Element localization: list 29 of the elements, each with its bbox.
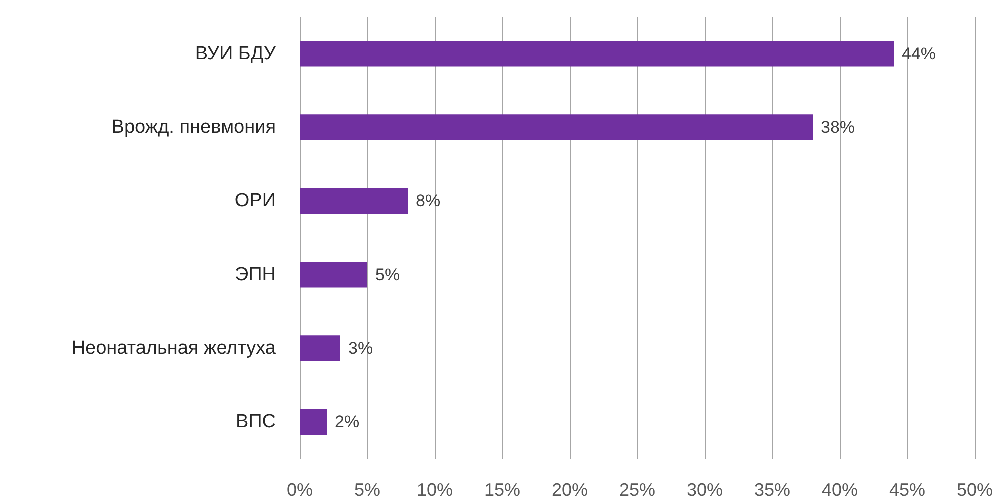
bar [300, 336, 340, 362]
y-tick-label: Врожд. пневмония [112, 117, 276, 138]
y-tick-label: ВПС [236, 412, 276, 433]
x-tick-label: 40% [822, 480, 858, 499]
x-tick-label: 5% [354, 480, 381, 499]
y-tick-label: ВУИ БДУ [195, 43, 277, 64]
x-tick-label: 0% [286, 480, 314, 499]
data-label: 44% [902, 44, 936, 64]
bar [300, 188, 408, 214]
bar [300, 114, 813, 140]
x-tick-label: 45% [889, 480, 926, 499]
data-label: 8% [416, 192, 441, 211]
bar [300, 262, 368, 288]
x-tick-label: 35% [754, 480, 791, 499]
x-tick-label: 25% [619, 480, 656, 499]
x-tick-label: 50% [956, 480, 994, 499]
data-label: 5% [376, 265, 400, 284]
x-tick-label: 30% [686, 480, 724, 499]
bar [300, 409, 327, 436]
y-tick-label: ОРИ [234, 190, 276, 212]
x-tick-label: 10% [416, 480, 454, 499]
bar [300, 40, 894, 67]
data-label: 2% [335, 412, 360, 432]
x-tick-label: 15% [484, 480, 521, 499]
x-tick-label: 20% [552, 480, 588, 499]
y-tick-label: Неонатальная желтуха [72, 338, 276, 359]
y-tick-label: ЭПН [234, 264, 276, 286]
data-label: 3% [348, 339, 374, 358]
data-label: 38% [821, 118, 856, 137]
